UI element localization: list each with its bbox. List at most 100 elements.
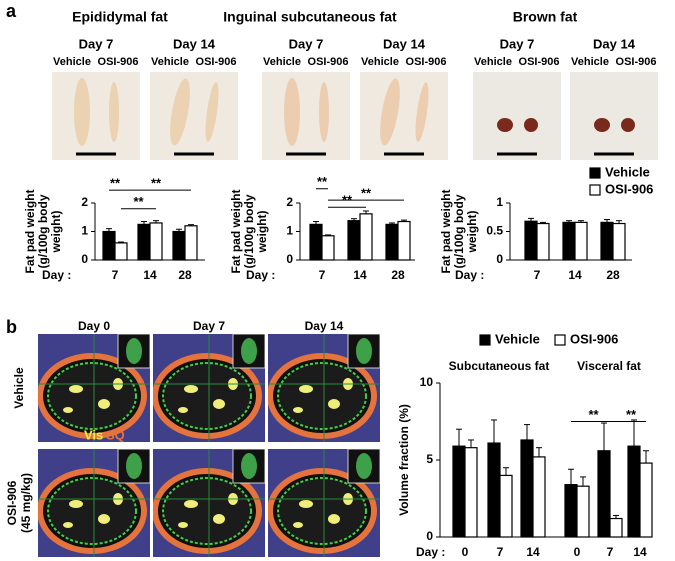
bar bbox=[385, 223, 399, 261]
group-label: Visceral fat bbox=[577, 359, 641, 373]
tissue bbox=[380, 78, 400, 146]
bar bbox=[321, 235, 335, 261]
x-tick-label: 7 bbox=[497, 545, 504, 559]
ct-image bbox=[268, 334, 380, 442]
x-axis-label: Day : bbox=[416, 545, 445, 559]
photo-title: Brown fat bbox=[513, 9, 578, 25]
ct-day: Day 0 bbox=[78, 319, 110, 333]
x-tick-label: 7 bbox=[534, 268, 541, 282]
y-axis-label: Volume fraction (%) bbox=[397, 404, 411, 516]
y-tick-label: 2 bbox=[81, 195, 88, 209]
tissue bbox=[284, 78, 300, 146]
ct-image bbox=[268, 449, 380, 557]
x-tick-label: 14 bbox=[143, 268, 157, 282]
y-axis-label: weight) bbox=[465, 211, 479, 254]
bar bbox=[172, 230, 186, 261]
x-tick-label: 7 bbox=[319, 268, 326, 282]
bar bbox=[576, 485, 590, 538]
legend-label: Vehicle bbox=[495, 331, 540, 346]
significance-label: ** bbox=[317, 174, 328, 189]
photo-day: Day 7 bbox=[79, 36, 114, 51]
bar bbox=[452, 445, 466, 538]
group-label: Subcutaneous fat bbox=[449, 359, 550, 373]
ct-image bbox=[38, 449, 150, 557]
bar bbox=[347, 220, 361, 261]
y-axis-label: (g/100g body bbox=[452, 194, 466, 268]
legend-label: OSI-906 bbox=[605, 181, 653, 196]
tissue bbox=[319, 82, 329, 142]
tissue bbox=[497, 118, 513, 132]
significance-label: ** bbox=[588, 407, 599, 422]
photo-label: OSI-906 bbox=[98, 56, 139, 68]
y-tick-label: 0 bbox=[496, 252, 503, 266]
photo-title: Epididymal fat bbox=[72, 9, 168, 25]
photo-title: Inguinal subcutaneous fat bbox=[223, 9, 397, 25]
ct-image bbox=[153, 449, 265, 557]
significance-label: ** bbox=[110, 176, 121, 191]
panel-label: b bbox=[6, 317, 17, 337]
photo bbox=[52, 72, 140, 160]
tissue bbox=[170, 78, 190, 146]
photo bbox=[262, 72, 350, 160]
photo-day: Day 14 bbox=[173, 36, 216, 51]
x-tick-label: 14 bbox=[568, 268, 582, 282]
bar bbox=[102, 230, 116, 261]
ct-row-label: OSI-906 bbox=[5, 480, 19, 525]
y-axis-label: (g/100g body bbox=[242, 194, 256, 268]
bar bbox=[574, 221, 588, 261]
x-tick-label: 28 bbox=[391, 268, 405, 282]
legend-label: OSI-906 bbox=[570, 331, 618, 346]
significance-label: ** bbox=[133, 194, 144, 209]
photo-label: Vehicle bbox=[474, 56, 512, 68]
bar bbox=[562, 221, 576, 261]
legend-swatch bbox=[589, 167, 601, 179]
photo bbox=[150, 72, 238, 160]
photo-day: Day 14 bbox=[383, 36, 426, 51]
y-tick-label: 0.5 bbox=[486, 224, 503, 238]
photo-label: Vehicle bbox=[571, 56, 609, 68]
ct-image bbox=[38, 334, 150, 442]
y-tick-label: 0 bbox=[286, 252, 293, 266]
bar bbox=[627, 445, 641, 538]
legend-label: Vehicle bbox=[605, 164, 650, 179]
ct-day: Day 14 bbox=[305, 319, 344, 333]
legend-swatch bbox=[479, 334, 491, 346]
photo-day: Day 14 bbox=[593, 36, 636, 51]
tissue bbox=[621, 118, 635, 132]
x-tick-label: 7 bbox=[607, 545, 614, 559]
y-axis-label: weight) bbox=[49, 211, 63, 254]
bar bbox=[600, 221, 614, 261]
x-axis-label: Day : bbox=[455, 268, 484, 282]
photo-label: OSI-906 bbox=[616, 56, 657, 68]
tissue bbox=[109, 82, 119, 142]
tissue bbox=[74, 78, 90, 146]
photo-label: Vehicle bbox=[263, 56, 301, 68]
tissue bbox=[594, 118, 610, 132]
bar bbox=[597, 450, 611, 538]
y-axis-label: Fat pad weight bbox=[439, 189, 453, 273]
tissue bbox=[415, 82, 429, 142]
y-tick-label: 5 bbox=[426, 452, 433, 466]
ct-day: Day 7 bbox=[193, 319, 225, 333]
bar bbox=[397, 220, 411, 261]
photo-label: Vehicle bbox=[361, 56, 399, 68]
photo-label: OSI-906 bbox=[308, 56, 349, 68]
legend-swatch bbox=[589, 184, 601, 196]
photo-label: Vehicle bbox=[53, 56, 91, 68]
photo bbox=[360, 72, 448, 160]
panel-label: a bbox=[6, 1, 17, 21]
x-tick-label: 0 bbox=[462, 545, 469, 559]
ct-legend: Vis bbox=[84, 427, 103, 442]
x-tick-label: 14 bbox=[353, 268, 367, 282]
bar bbox=[499, 474, 513, 538]
bar bbox=[487, 442, 501, 538]
significance-label: ** bbox=[151, 176, 162, 191]
x-axis-label: Day : bbox=[42, 268, 71, 282]
x-tick-label: 28 bbox=[606, 268, 620, 282]
y-tick-label: 1 bbox=[286, 224, 293, 238]
tissue bbox=[205, 82, 219, 142]
y-tick-label: 0 bbox=[426, 529, 433, 543]
x-tick-label: 14 bbox=[526, 545, 540, 559]
